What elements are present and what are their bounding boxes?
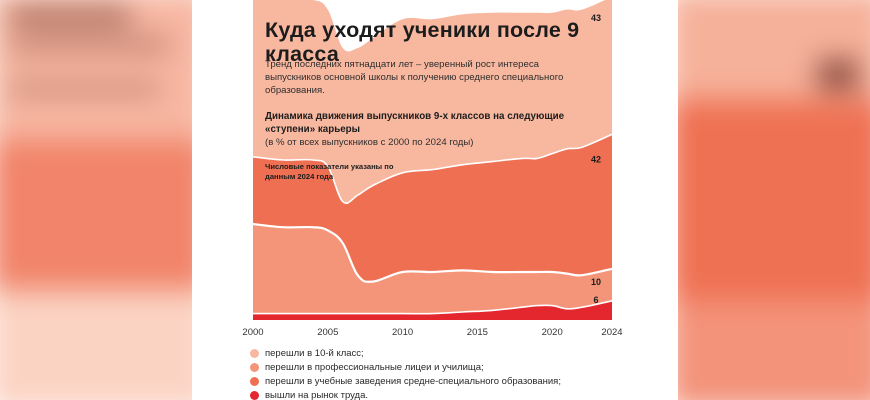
legend-dot-icon: [250, 376, 259, 386]
x-tick-label: 2005: [317, 327, 338, 338]
value-label-college: 42: [591, 154, 601, 164]
legend-dot-icon: [250, 390, 259, 400]
legend-label: перешли в 10-й класс;: [265, 347, 364, 359]
band-separator-line: [252, 133, 613, 204]
area-school10: [253, 0, 612, 204]
legend-item-college: перешли в учебные заведения средне-специ…: [250, 374, 561, 388]
x-axis-ticks: 2000 2005 2010 2015 2020 2024: [242, 327, 622, 338]
legend-item-school10: перешли в 10-й класс;: [250, 346, 561, 360]
infographic-card: 2000 2005 2010 2015 2020 2024 43 42 10 6 Куда ух…: [192, 0, 678, 400]
x-tick-label: 2020: [542, 327, 563, 338]
area-labor: [253, 300, 612, 320]
x-tick-label: 2015: [467, 327, 488, 338]
value-label-lyceum: 10: [591, 277, 601, 287]
legend-label: перешли в учебные заведения средне-специ…: [265, 375, 561, 387]
x-tick-label: 2024: [601, 327, 622, 338]
band-separator-line: [252, 222, 613, 283]
chart-subheading: (в % от всех выпускников с 2000 по 2024 …: [265, 137, 474, 148]
chart-areas: [252, 0, 613, 320]
legend-label: перешли в профессиональные лицеи и учили…: [265, 361, 484, 373]
x-tick-label: 2010: [392, 327, 413, 338]
legend-item-lyceum: перешли в профессиональные лицеи и учили…: [250, 360, 561, 374]
x-tick-label: 2000: [242, 327, 263, 338]
data-note: Числовые показатели указаны по данным 20…: [265, 162, 394, 181]
stacked-area-chart: 2000 2005 2010 2015 2020 2024 43 42 10 6: [242, 0, 623, 338]
legend-dot-icon: [250, 348, 259, 358]
blurred-background-left: [0, 0, 192, 400]
legend-dot-icon: [250, 362, 259, 372]
legend-item-labor: вышли на рынок труда.: [250, 388, 561, 400]
legend-label: вышли на рынок труда.: [265, 389, 369, 400]
band-separator-line: [253, 300, 613, 315]
area-college: [253, 134, 612, 282]
area-lyceum: [253, 224, 612, 314]
value-label-school10: 43: [591, 13, 601, 23]
value-label-labor: 6: [593, 295, 598, 305]
legend: перешли в 10-й класс; перешли в професси…: [250, 346, 561, 400]
value-labels: 43 42 10 6: [591, 13, 601, 305]
page-title: Куда уходят ученики после 9 класса: [265, 18, 580, 66]
subtitle: Тренд последних пятнадцати лет – уверенн…: [265, 59, 564, 96]
blurred-background-right: [678, 0, 870, 400]
chart-heading: Динамика движения выпускников 9-х классо…: [265, 111, 565, 135]
